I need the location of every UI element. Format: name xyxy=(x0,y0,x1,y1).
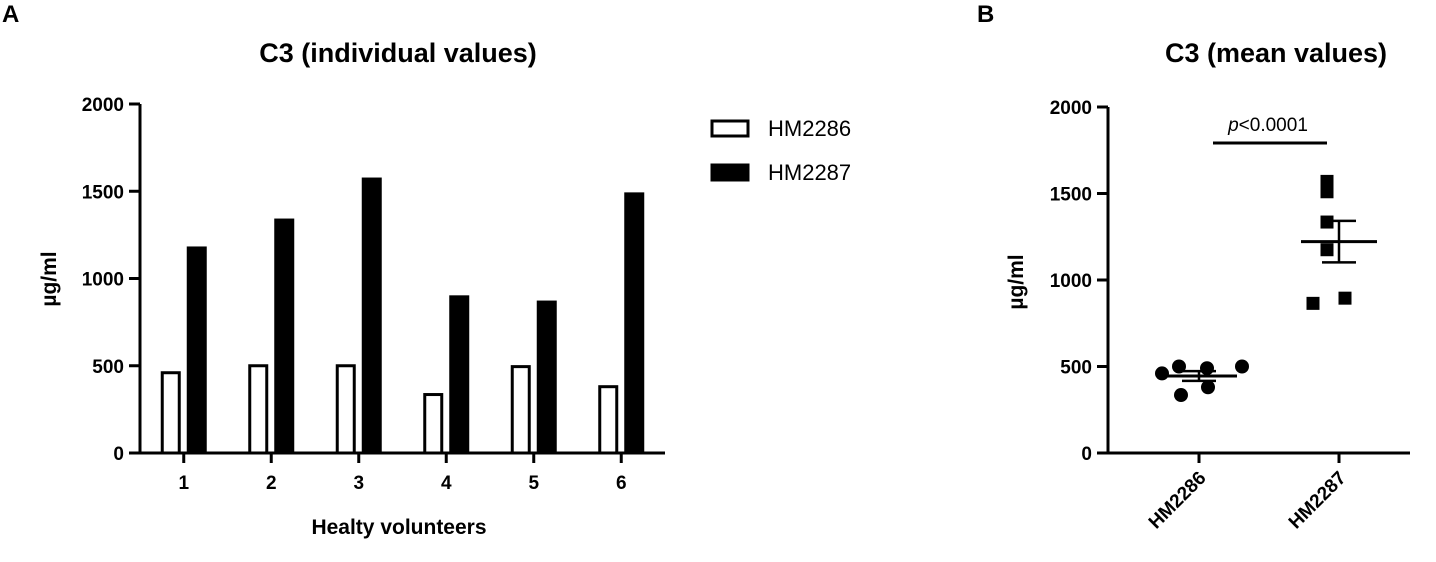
scatter-point-hm2286 xyxy=(1174,388,1188,403)
bar-hm2287-4 xyxy=(449,295,470,455)
bar-hm2286-6 xyxy=(598,385,619,455)
scatter-chart-tick-labels: 0 500 1000 1500 2000 HM2286 HM2287 xyxy=(1050,98,1351,533)
scatter-chart-points xyxy=(1155,174,1377,403)
legend-label-hm2286: HM2286 xyxy=(768,116,851,141)
bar-chart-title: C3 (individual values) xyxy=(259,38,537,68)
scatter-point-hm2286 xyxy=(1200,361,1214,376)
bar-chart-x-tick-label: 2 xyxy=(266,473,277,494)
scatter-chart-title: C3 (mean values) xyxy=(1165,38,1387,68)
bar-chart-x-tick-label: 6 xyxy=(616,473,627,494)
bar-chart-y-tick-label: 500 xyxy=(92,357,124,378)
legend-swatch-hm2286 xyxy=(710,119,750,138)
scatter-chart-y-tick-label: 1000 xyxy=(1050,271,1092,292)
bar-hm2286-1 xyxy=(160,371,181,455)
panel-b-letter: B xyxy=(977,1,994,28)
bar-hm2286-3 xyxy=(335,364,356,455)
scatter-point-hm2286 xyxy=(1201,380,1215,395)
scatter-chart-y-tick-label: 1500 xyxy=(1050,185,1092,206)
bar-chart-y-tick-label: 0 xyxy=(113,444,124,465)
p-value-label: p<0.0001 xyxy=(1227,115,1308,136)
bar-chart-x-tick-label: 5 xyxy=(528,473,539,494)
scatter-chart-axes xyxy=(1097,105,1410,463)
bar-hm2286-5 xyxy=(510,365,531,455)
bar-chart-x-axis-label: Healty volunteers xyxy=(311,516,486,539)
scatter-point-hm2286 xyxy=(1155,366,1169,381)
bar-hm2287-2 xyxy=(274,218,295,455)
bar-chart-x-tick-label: 1 xyxy=(178,473,189,494)
bar-chart-y-tick-label: 1000 xyxy=(82,270,124,291)
scatter-chart: C3 (mean values) µg/ml 0 500 1000 1500 2000 H… xyxy=(1005,38,1410,533)
bar-chart-bars xyxy=(160,177,645,455)
scatter-chart-y-tick-label: 0 xyxy=(1081,444,1092,465)
bar-hm2286-4 xyxy=(423,393,444,455)
panel-a-letter: A xyxy=(2,1,19,28)
scatter-point-hm2287 xyxy=(1320,174,1334,188)
legend-label-hm2287: HM2287 xyxy=(768,160,851,185)
bar-chart: C3 (individual values) µg/ml Healty volu… xyxy=(38,38,851,539)
bar-hm2286-2 xyxy=(248,364,269,455)
scatter-chart-x-tick-label: HM2286 xyxy=(1145,468,1211,534)
scatter-point-hm2287 xyxy=(1338,291,1352,305)
scatter-chart-y-tick-label: 500 xyxy=(1060,358,1092,379)
legend: HM2286 HM2287 xyxy=(710,116,851,185)
bar-chart-x-tick-label: 3 xyxy=(353,473,364,494)
scatter-chart-x-tick-label: HM2287 xyxy=(1285,468,1351,534)
bar-chart-x-tick-label: 4 xyxy=(441,473,452,494)
bar-hm2287-1 xyxy=(186,246,207,455)
scatter-chart-y-tick-label: 2000 xyxy=(1050,98,1092,119)
scatter-point-hm2287 xyxy=(1320,185,1334,199)
bar-chart-y-axis-label: µg/ml xyxy=(38,251,61,306)
significance-annotation: p<0.0001 xyxy=(1213,115,1327,145)
bar-chart-y-tick-label: 1500 xyxy=(82,182,124,203)
bar-chart-y-tick-label: 2000 xyxy=(82,95,124,116)
bar-chart-axes xyxy=(129,102,665,463)
bar-hm2287-6 xyxy=(624,192,645,455)
bar-chart-tick-labels: 0 500 1000 1500 2000 1 2 3 4 5 6 xyxy=(82,95,627,494)
legend-swatch-hm2287 xyxy=(710,163,750,182)
bar-hm2287-3 xyxy=(361,177,382,455)
scatter-chart-y-axis-label: µg/ml xyxy=(1005,254,1028,309)
bar-hm2287-5 xyxy=(536,300,557,455)
scatter-point-hm2287 xyxy=(1320,243,1334,257)
scatter-point-hm2287 xyxy=(1306,296,1320,310)
scatter-point-hm2286 xyxy=(1235,359,1249,374)
